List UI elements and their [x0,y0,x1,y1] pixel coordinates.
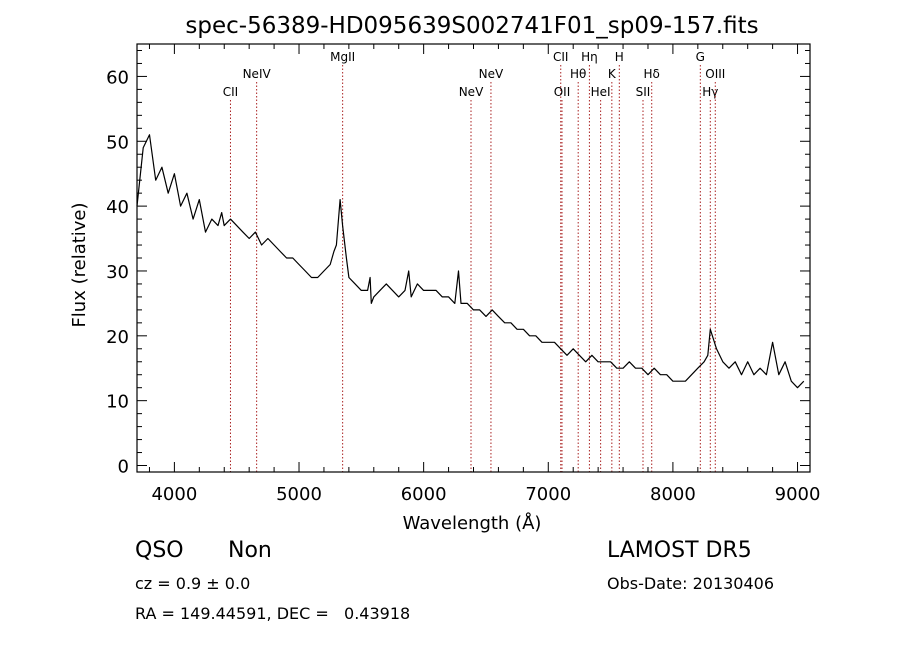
spectral-line-label: Hη [581,50,598,64]
y-tick-label: 60 [106,67,129,88]
spectral-line-label: CII [223,85,238,99]
object-class: QSO [135,538,184,563]
spectral-line-label: HeI [591,85,611,99]
y-tick-label: 20 [106,327,129,348]
y-axis-label: Flux (relative) [69,202,90,327]
spectral-line-label: K [608,67,617,81]
spectral-line-label: H [615,50,624,64]
spectral-line-label: OII [554,85,571,99]
y-tick-label: 0 [118,457,129,478]
spectral-line-label: NeV [459,85,484,99]
spectral-line-label: G [696,50,705,64]
chart-title: spec-56389-HD095639S002741F01_sp09-157.f… [185,13,758,39]
x-tick-label: 7000 [525,484,571,505]
survey-name: LAMOST DR5 [607,538,752,563]
x-tick-label: 6000 [401,484,447,505]
spectral-line-label: NeV [479,67,504,81]
y-tick-label: 30 [106,262,129,283]
x-tick-label: 9000 [775,484,821,505]
spectral-line-label: Hγ [702,85,718,99]
spectral-line-label: Hδ [644,67,660,81]
spectral-line-label: MgII [330,50,355,64]
y-tick-label: 10 [106,392,129,413]
x-tick-label: 8000 [650,484,696,505]
coordinates-text: RA = 149.44591, DEC = 0.43918 [135,604,411,623]
spectral-line-label: SII [636,85,651,99]
plot-frame [136,43,811,473]
x-tick-label: 4000 [151,484,197,505]
obs-date-text: Obs-Date: 20130406 [607,574,775,593]
y-tick-label: 50 [106,132,129,153]
redshift-text: cz = 0.9 ± 0.0 [135,574,251,593]
x-axis-label: Wavelength (Å) [403,512,542,534]
y-tick-label: 40 [106,197,129,218]
object-subclass: Non [228,538,272,563]
spectral-line-label: NeIV [243,67,272,81]
spectral-line-label: CII [553,50,568,64]
x-tick-label: 5000 [276,484,322,505]
spectral-line-label: Hθ [570,67,586,81]
spectral-line-label: OIII [705,67,725,81]
spectrum-line [136,134,805,389]
